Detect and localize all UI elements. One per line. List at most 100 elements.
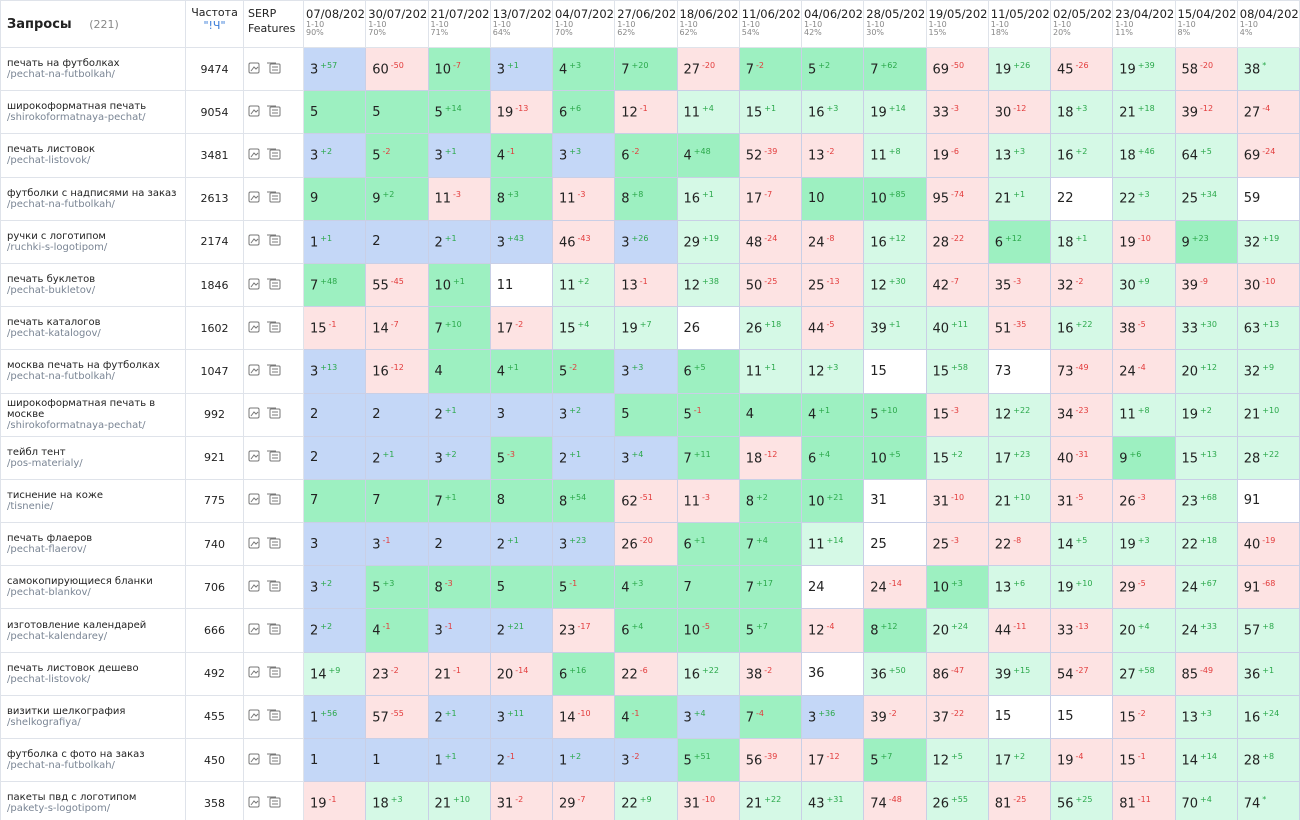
delta: -47 xyxy=(951,665,965,675)
serp-icons xyxy=(248,278,281,290)
position-cell: 19 -10 xyxy=(1112,219,1176,264)
delta: +4 xyxy=(577,320,590,330)
delta: +22 xyxy=(1262,449,1280,459)
position-cell: 60 -50 xyxy=(365,46,429,92)
position-cell: 17 +2 xyxy=(987,737,1052,783)
range: 1-10 xyxy=(555,20,574,29)
position: 38 xyxy=(1119,321,1136,337)
position-cell: 2 +1 xyxy=(551,435,616,480)
position-cell: 26 -20 xyxy=(614,522,678,567)
delta: +14 xyxy=(888,104,906,114)
position-cell: 81 -11 xyxy=(1112,781,1176,820)
delta: +2 xyxy=(1200,406,1212,416)
position-cell: 22 +3 xyxy=(1112,176,1176,221)
position: 7 xyxy=(745,62,755,78)
position-cell: 7 +1 xyxy=(427,478,491,524)
delta: -12 xyxy=(1013,104,1027,114)
position-cell: 3 +4 xyxy=(676,694,740,740)
position: 8 xyxy=(496,493,506,509)
date: 30/07/2026 xyxy=(368,7,428,21)
position-cell: 3 +57 xyxy=(302,46,367,92)
position-cell: 5 +2 xyxy=(800,46,865,92)
delta: +3 xyxy=(826,363,839,373)
position: 21 xyxy=(994,191,1012,207)
date-header: 21/07/2026 1-10 71% xyxy=(427,0,491,48)
position: 5 xyxy=(372,148,381,164)
position: 73 xyxy=(1057,364,1074,380)
position-cell: 85 -49 xyxy=(1174,651,1238,696)
position: 19 xyxy=(621,321,638,337)
position-cell: 86 -47 xyxy=(925,651,989,696)
delta: +9 xyxy=(639,795,652,805)
delta: -43 xyxy=(577,233,591,243)
position-cell: 5 -3 xyxy=(489,435,554,480)
position-cell: 24 -14 xyxy=(863,565,927,610)
position: 8 xyxy=(559,494,568,510)
delta: +15 xyxy=(1013,665,1031,675)
query-cell: футболки с надписями на заказ/pechat-na-… xyxy=(0,176,186,221)
position-cell: 7 +48 xyxy=(302,262,367,308)
serp-cell xyxy=(243,133,304,178)
serp-cell xyxy=(243,349,304,394)
position: 3 xyxy=(310,580,319,596)
delta: -2 xyxy=(631,147,640,157)
position: 1 xyxy=(372,752,381,768)
query-cell: пакеты пвд с логотипом/pakety-s-logotipo… xyxy=(0,781,186,820)
position: 3 xyxy=(496,62,506,78)
position: 21 xyxy=(745,796,763,812)
delta: +10 xyxy=(880,406,898,416)
position-cell: 40 +11 xyxy=(925,306,989,351)
row: широкоформатная печать в москве/shirokof… xyxy=(0,392,1300,437)
freq-header[interactable]: Частота "!Ч" xyxy=(185,0,244,48)
delta: -2 xyxy=(631,751,640,761)
position-cell: 2 +1 xyxy=(365,435,429,480)
position: 64 xyxy=(1181,148,1199,164)
position-cell: 3 +36 xyxy=(800,694,865,740)
position: 15 xyxy=(310,321,327,337)
delta: +1 xyxy=(444,751,457,761)
position-cell: 21 +1 xyxy=(987,176,1052,221)
position-cell: 33 -3 xyxy=(925,90,989,135)
position-cell: 28 +22 xyxy=(1236,435,1300,480)
delta: +24 xyxy=(1262,708,1280,718)
position-cell: 12 +30 xyxy=(863,262,927,308)
delta: +2 xyxy=(569,406,582,416)
position: 3 xyxy=(559,537,568,553)
url: /pechat-na-futbolkah/ xyxy=(7,69,115,81)
position-cell: 10 -5 xyxy=(676,608,740,653)
range: 1-10 xyxy=(741,20,760,29)
date-header: 18/06/2026 1-10 62% xyxy=(676,0,740,48)
delta: -3 xyxy=(1137,492,1146,502)
delta: +43 xyxy=(507,233,524,243)
serp-icons xyxy=(248,796,281,808)
serp-icons xyxy=(248,493,281,505)
position: 11 xyxy=(559,191,576,207)
position: 3 xyxy=(621,450,630,466)
query-header[interactable]: Запросы (221) xyxy=(0,0,186,48)
position-cell: 10 +3 xyxy=(925,565,989,610)
query-cell: печать флаеров/pechat-flaerov/ xyxy=(0,522,186,567)
serp-icons xyxy=(248,321,281,333)
position-cell: 38 -5 xyxy=(1112,306,1176,351)
delta: -1 xyxy=(382,622,391,632)
serp-cell xyxy=(243,219,304,264)
delta: +3 xyxy=(631,363,644,373)
position: 39 xyxy=(1181,105,1199,121)
delta: +13 xyxy=(320,363,338,373)
delta: +23 xyxy=(1013,449,1031,459)
delta: -10 xyxy=(702,795,716,805)
serp-icons xyxy=(248,62,281,74)
position: 7 xyxy=(745,537,755,553)
position: 6 xyxy=(559,666,568,682)
delta: +10 xyxy=(444,320,462,330)
delta: -14 xyxy=(888,579,902,589)
row: футболки с надписями на заказ/pechat-na-… xyxy=(0,176,1300,221)
position: 60 xyxy=(372,62,389,78)
position: 25 xyxy=(808,278,825,294)
delta: +3 xyxy=(1013,147,1026,157)
position: 7 xyxy=(310,493,319,509)
row: самокопирующиеся бланки/pechat-blankov/7… xyxy=(0,565,1300,610)
position: 4 xyxy=(621,580,630,596)
delta: -5 xyxy=(1137,320,1146,330)
delta: +58 xyxy=(1137,665,1155,675)
